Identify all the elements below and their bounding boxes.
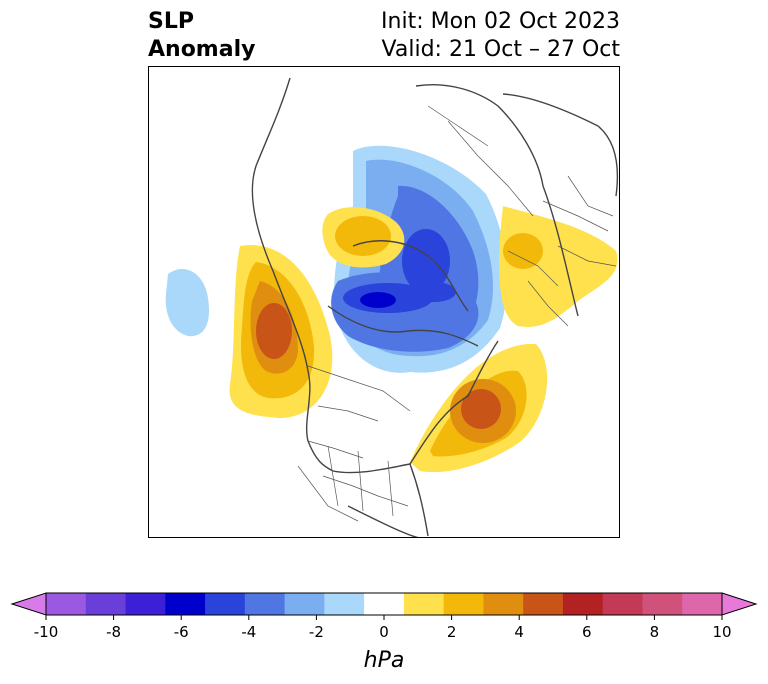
colorbar-tick-label: -4 [241,623,256,641]
colorbar-tick-label: -10 [34,623,59,641]
valid-range: Valid: 21 Oct – 27 Oct [381,37,620,62]
title-left: SLP Anomaly [148,8,255,64]
arctic-low-anomaly [331,145,508,373]
colorbar-tick-label: 4 [514,623,524,641]
colorbar-tick-label: -8 [106,623,121,641]
colorbar-extend-low [10,592,47,616]
newfoundland-high-anomaly [410,343,548,473]
colorbar-segment [562,593,604,615]
colorbar: -10 -8 -6 -4 -2 0 2 4 6 8 10 hPa [10,592,758,673]
colorbar-segment [364,593,405,615]
pacific-low-anomaly [165,268,210,337]
political-borders [297,105,617,522]
colorbar-segment [46,593,87,615]
colorbar-segment [443,593,484,615]
colorbar-segment [244,593,286,615]
colorbar-segment [205,593,246,615]
scandinavia-high-anomaly [499,206,618,327]
colorbar-tick-label: 0 [379,623,389,641]
variable-type: Anomaly [148,37,256,62]
colorbar-segment [125,593,166,615]
anomaly-map [148,66,620,538]
colorbar-segment [85,593,127,615]
init-date: Init: Mon 02 Oct 2023 [381,9,620,34]
colorbar-segment [523,593,564,615]
colorbar-tick-label: -2 [309,623,324,641]
title-right: Init: Mon 02 Oct 2023 Valid: 21 Oct – 27… [381,8,620,64]
colorbar-tick-label: 2 [447,623,457,641]
variable-name: SLP [148,9,194,34]
colorbar-tick-label: -6 [174,623,189,641]
colorbar-tick-label: 10 [712,623,731,641]
colorbar-unit: hPa [364,648,405,673]
colorbar-segment [602,593,643,615]
colorbar-segment [284,593,325,615]
colorbar-segment [403,593,445,615]
colorbar-extend-high [721,592,758,616]
colorbar-segment [642,593,683,615]
colorbar-segment [483,593,524,615]
colorbar-segment [165,593,206,615]
siberia-high-anomaly [322,207,405,268]
colorbar-segment [682,593,723,615]
map-frame [148,66,620,538]
colorbar-tick-label: 6 [582,623,592,641]
alaska-high-anomaly [229,245,333,418]
colorbar-segment [324,593,365,615]
colorbar-tick-label: 8 [650,623,660,641]
